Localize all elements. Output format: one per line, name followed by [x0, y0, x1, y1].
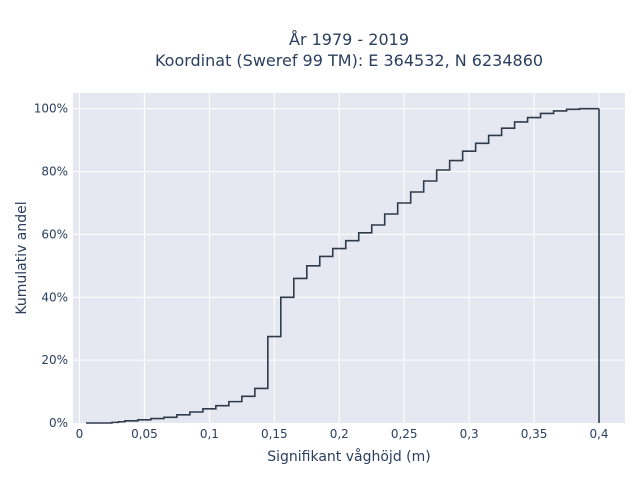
y-tick-label: 100%: [34, 102, 68, 116]
x-tick-label: 0: [76, 427, 84, 441]
y-tick-label: 20%: [41, 353, 68, 367]
y-tick-label: 0%: [49, 416, 68, 430]
chart-title-line-1: År 1979 - 2019: [289, 30, 409, 49]
y-tick-label: 60%: [41, 227, 68, 241]
x-tick-label: 0,25: [391, 427, 418, 441]
x-tick-label: 0,1: [200, 427, 219, 441]
x-tick-label: 0,3: [460, 427, 479, 441]
x-tick-label: 0,4: [589, 427, 608, 441]
x-tick-labels: 0 0,05 0,1 0,15 0,2 0,25 0,3 0,35 0,4: [76, 427, 609, 441]
chart-title-line-2: Koordinat (Sweref 99 TM): E 364532, N 62…: [155, 51, 543, 70]
plot-background: [73, 93, 625, 423]
x-tick-label: 0,15: [261, 427, 288, 441]
x-tick-label: 0,2: [330, 427, 349, 441]
cumulative-step-line: [85, 107, 600, 424]
x-tick-label: 0,35: [521, 427, 548, 441]
y-axis-title: Kumulativ andel: [14, 201, 30, 314]
x-axis-title: Signifikant våghöjd (m): [267, 448, 430, 465]
y-tick-label: 80%: [41, 165, 68, 179]
y-tick-label: 40%: [41, 290, 68, 304]
y-tick-labels: 0% 20% 40% 60% 80% 100%: [34, 102, 68, 430]
x-tick-label: 0,05: [131, 427, 158, 441]
y-gridlines: [73, 108, 625, 361]
